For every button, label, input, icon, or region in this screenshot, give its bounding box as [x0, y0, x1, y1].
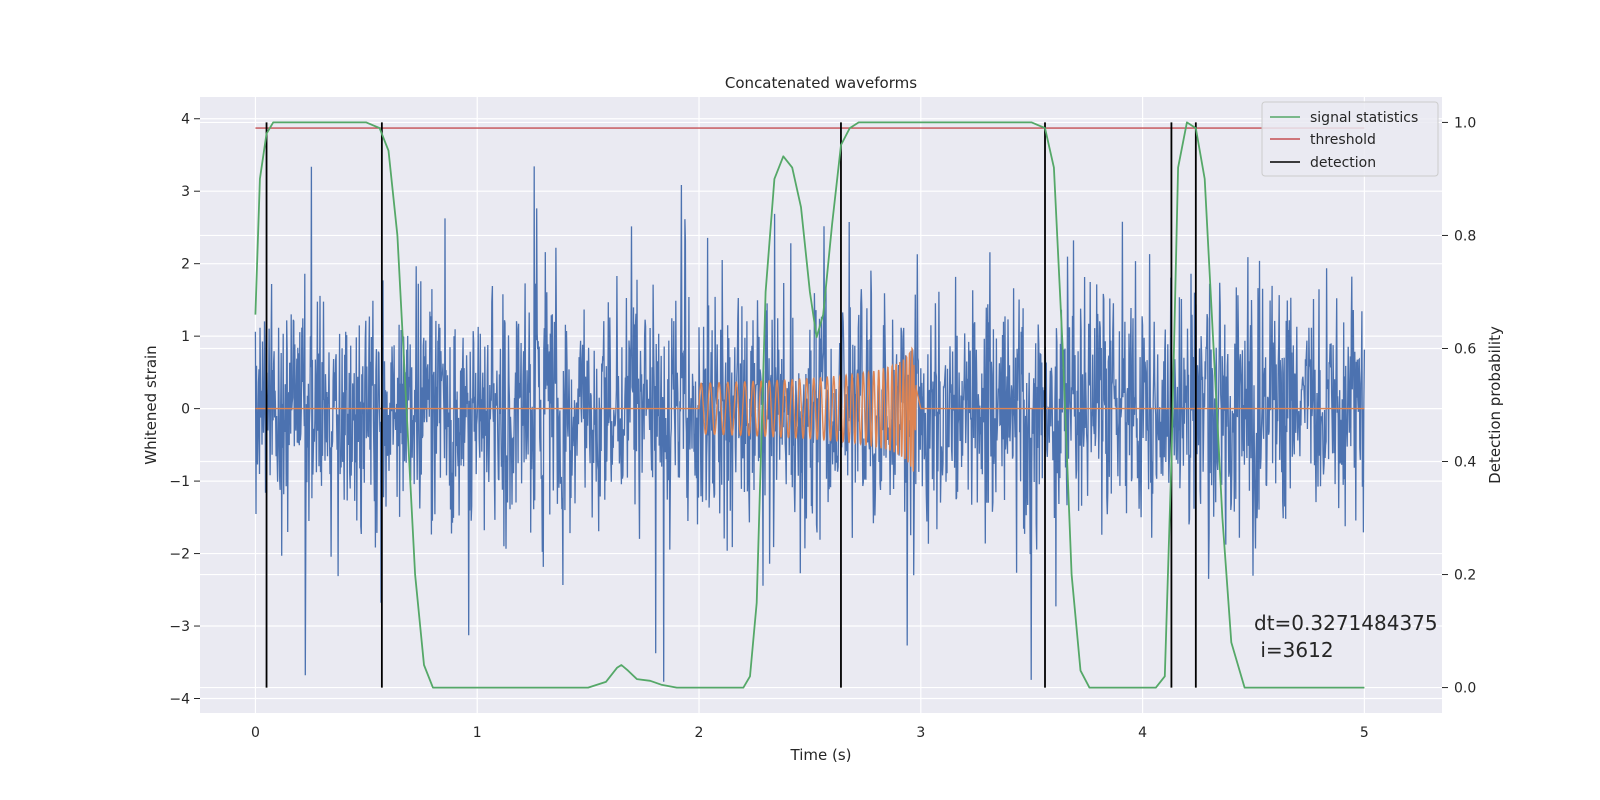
ticks: 0 1 2 3 4 5 4 3 2 1 0 −1 −2 −3 −4 1.0 0.8 0.6 0.4 0.2 0.0 [169, 112, 1476, 741]
y-axis-right-label: Detection probability [1486, 326, 1504, 484]
legend-box [1261, 101, 1439, 177]
noise-trace [254, 166, 1366, 682]
chart-title: Concatenated waveforms [725, 74, 917, 92]
y-tick-label: −4 [169, 692, 190, 708]
y-tick-label: 3 [181, 184, 190, 200]
x-axis-label: Time (s) [790, 746, 852, 764]
y-right-tick-label: 0.0 [1454, 681, 1476, 697]
legend-label-signal-statistics: signal statistics [1310, 110, 1418, 126]
y-right-tick-label: 0.2 [1454, 568, 1476, 584]
y-tick-label: 1 [181, 329, 190, 345]
annotation-i: i=3612 [1254, 638, 1334, 662]
y-right-tick-label: 0.8 [1454, 228, 1476, 244]
y-tick-label: −2 [169, 547, 190, 563]
y-right-tick-label: 0.4 [1454, 455, 1476, 471]
y-right-tick-label: 1.0 [1454, 115, 1476, 131]
x-tick-label: 4 [1138, 725, 1147, 741]
legend: signal statistics threshold detection [1261, 101, 1439, 177]
y-right-tick-label: 0.6 [1454, 341, 1476, 357]
x-tick-label: 3 [916, 725, 925, 741]
annotation-dt: dt=0.3271484375 [1254, 611, 1438, 635]
legend-label-detection: detection [1310, 155, 1376, 171]
y-tick-label: 0 [181, 402, 190, 418]
chirp-trace [255, 346, 1365, 472]
y-tick-label: −1 [169, 474, 190, 490]
y-tick-label: 4 [181, 112, 190, 128]
y-tick-label: 2 [181, 257, 190, 273]
legend-label-threshold: threshold [1310, 132, 1376, 148]
signal-statistics-curve [254, 121, 1365, 689]
x-tick-label: 5 [1360, 725, 1369, 741]
x-tick-label: 1 [473, 725, 482, 741]
y-tick-label: −3 [169, 619, 190, 635]
plot-content [254, 121, 1366, 689]
x-tick-label: 0 [251, 725, 260, 741]
y-axis-label: Whitened strain [142, 345, 160, 464]
x-tick-label: 2 [695, 725, 704, 741]
